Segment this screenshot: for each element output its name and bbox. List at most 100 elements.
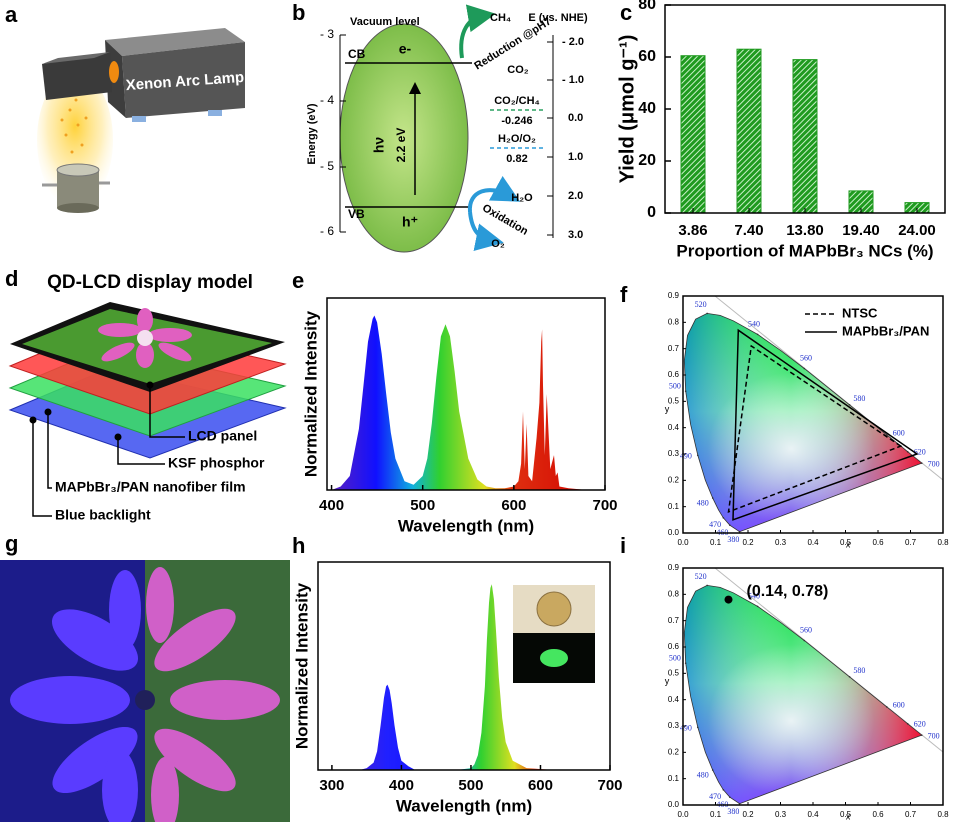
x-tick-label: 0.3 [775,538,787,547]
y-tick-label: 0 [647,204,656,221]
plot-frame [682,567,944,806]
x-tick-label: 0.8 [937,810,949,819]
x-tick-label: 600 [501,497,526,514]
locus-point [848,404,851,406]
x-tick-label: 0.0 [677,538,689,547]
layer-label: LCD panel [188,428,257,444]
x-tick-label: 0.7 [905,538,917,547]
y-tick-label: 0.3 [668,721,680,730]
panel-label: e [292,268,304,293]
gamut-triangle [727,344,903,514]
x-tick-label: 500 [410,497,435,514]
panel-label: h [292,533,305,558]
y-tick-label: 0.5 [668,668,680,677]
axis-ticks [340,34,553,236]
reactor-bottom [57,203,99,213]
locus-point [906,723,909,725]
y-tick-label: 60 [638,48,656,65]
panel-label: g [5,531,18,556]
right-tick-label: 3.0 [568,229,583,241]
x-tick-label: 0.3 [775,810,787,819]
y-tick-label: 0.1 [668,502,680,511]
wavelength-label: 470 [709,520,721,529]
leader-dots [29,381,154,441]
x-tick-label: 13.80 [786,222,824,239]
locus-point [684,390,687,393]
y-tick-label: 0.3 [668,449,680,458]
photon: hν [371,137,387,154]
x-tick-label: 0.1 [710,538,722,547]
vb-label: VB [348,207,365,221]
wavelength-label: 520 [695,300,707,309]
plot-frame [664,4,946,214]
locus-point [885,434,888,436]
x-tick-label: 600 [528,777,553,794]
spectral-locus [683,584,923,805]
locus-point [803,367,806,370]
panel-label: i [620,533,626,558]
wavelength-label: 560 [800,353,812,362]
wavelength-label: 620 [914,719,926,728]
left-tick-label: - 4 [320,93,334,107]
light-dots [60,98,88,154]
y-tick-label: 0.9 [668,563,680,572]
led-chip [536,591,572,627]
panel-a: Xenon Arc Lamp [37,28,245,213]
left-axis-label: Energy (eV) [306,103,318,164]
y-tick-label: 0.1 [668,774,680,783]
panel-label: a [5,2,18,27]
x-tick-label: 700 [597,777,622,794]
y-axis-label: y [665,676,670,686]
y-tick-label: 0.7 [668,344,680,353]
panel-labels: a b c d e f g h i [5,0,632,558]
y-axis-label: Normalized Intensity [292,582,311,749]
layer-label: Blue backlight [55,507,151,523]
wavelength-label: 700 [928,731,940,740]
x-tick-label: 700 [592,497,617,514]
plot-frame [682,295,944,534]
panel-b: Vacuum level Energy (eV) - 3 - 4 - 5 - 6… [306,4,588,253]
legend-label: MAPbBr₃/PAN [842,323,929,338]
x-tick-label: 500 [458,777,483,794]
lamp-foot [208,110,222,116]
x-axis-label: Wavelength (nm) [398,516,534,535]
panel-g [0,560,290,822]
wavelength-label: 580 [853,394,865,403]
gamut-triangle [732,328,919,521]
oxidation-arrow-in [467,175,521,213]
y-axis-label: Yield (μmol g⁻¹) [616,35,638,184]
lamp-foot [132,116,146,122]
hole: h⁺ [402,214,418,230]
locus-point [711,497,714,499]
wavelength-label: 540 [748,320,760,329]
y-tick-label: 0.7 [668,616,680,625]
wavelength-label: 620 [914,447,926,456]
plot-frame [326,297,606,491]
y-tick-label: 0.6 [668,642,680,651]
wavelength-label: 380 [727,807,739,816]
flower-pink [146,567,280,822]
locus-point [696,726,699,729]
locus-point [684,662,687,665]
x-tick-label: 0.0 [677,810,689,819]
oxidation-arrow-out [468,211,504,251]
band-gap: 2.2 eV [394,128,408,163]
x-tick-label: 0.8 [937,538,949,547]
flower-blue [10,570,141,822]
y-tick-label: 80 [638,0,656,13]
right-tick-label: 0.0 [568,112,583,124]
locus-point [738,802,741,805]
spectrum [331,315,605,490]
vacuum-level: Vacuum level [350,16,420,28]
right-tick-label: - 1.0 [562,74,584,86]
reduction-arrow [459,4,496,59]
wavelength-label: 470 [709,792,721,801]
flower-center [135,690,155,710]
y-tick-label: 0.6 [668,370,680,379]
annotation: (0.14, 0.78) [747,583,829,600]
ch4: CH₄ [490,12,511,24]
x-axis-label: Wavelength (nm) [396,796,532,815]
y-tick-label: 0.4 [668,423,680,432]
wavelength-label: 600 [893,701,905,710]
left-tick-label: - 3 [320,27,334,41]
